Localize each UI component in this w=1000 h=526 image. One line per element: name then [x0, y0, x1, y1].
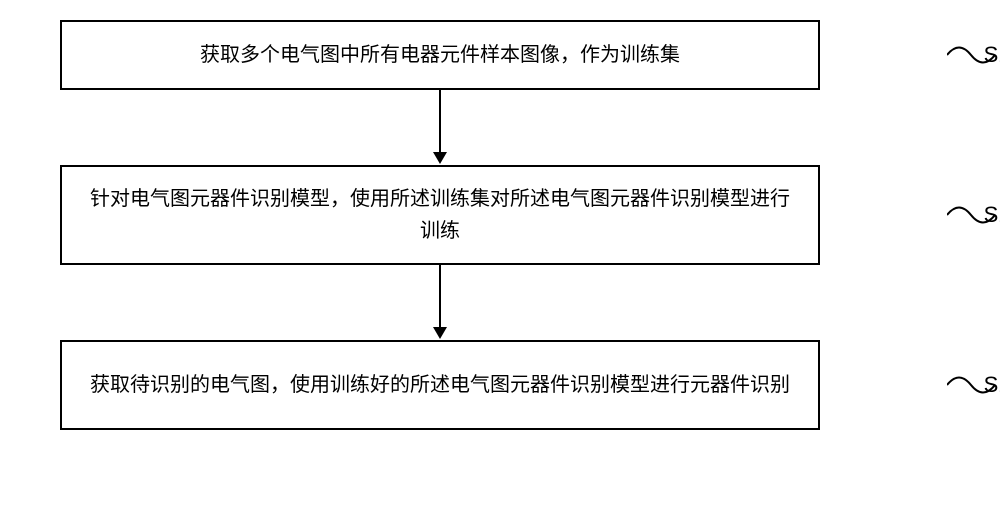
step-row-1: 获取多个电气图中所有电器元件样本图像，作为训练集 S101	[60, 20, 940, 90]
arrow-1-2	[60, 90, 820, 165]
step-text-3: 获取待识别的电气图，使用训练好的所述电气图元器件识别模型进行元器件识别	[90, 369, 790, 401]
step-text-2: 针对电气图元器件识别模型，使用所述训练集对所述电气图元器件识别模型进行训练	[82, 183, 798, 247]
step-text-1: 获取多个电气图中所有电器元件样本图像，作为训练集	[200, 39, 680, 71]
step-label-3: S103	[984, 372, 1000, 398]
step-label-2: S102	[984, 202, 1000, 228]
step-label-1: S101	[984, 42, 1000, 68]
step-box-2: 针对电气图元器件识别模型，使用所述训练集对所述电气图元器件识别模型进行训练	[60, 165, 820, 265]
flowchart-container: 获取多个电气图中所有电器元件样本图像，作为训练集 S101 针对电气图元器件识别…	[60, 20, 940, 430]
arrow-2-3	[60, 265, 820, 340]
step-box-1: 获取多个电气图中所有电器元件样本图像，作为训练集	[60, 20, 820, 90]
step-row-2: 针对电气图元器件识别模型，使用所述训练集对所述电气图元器件识别模型进行训练 S1…	[60, 165, 940, 265]
step-row-3: 获取待识别的电气图，使用训练好的所述电气图元器件识别模型进行元器件识别 S103	[60, 340, 940, 430]
step-box-3: 获取待识别的电气图，使用训练好的所述电气图元器件识别模型进行元器件识别	[60, 340, 820, 430]
